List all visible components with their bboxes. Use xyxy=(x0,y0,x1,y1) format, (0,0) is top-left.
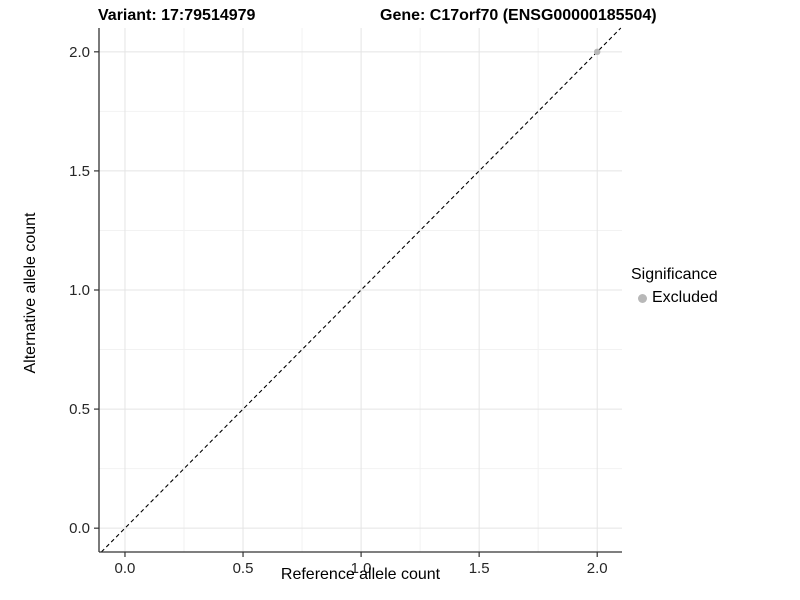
legend-point-icon xyxy=(638,293,647,303)
x-tick-label: 1.0 xyxy=(351,560,372,577)
y-tick-label: 1.0 xyxy=(69,282,90,299)
x-axis-title: Reference allele count xyxy=(280,566,441,583)
identity-reference-line xyxy=(100,27,622,553)
legend: Significance Excluded xyxy=(631,266,718,307)
plot-title-variant: Variant: 17:79514979 xyxy=(98,7,256,24)
y-axis-title: Alternative allele count xyxy=(22,212,39,374)
x-tick-label: 0.0 xyxy=(115,560,136,577)
y-tick-label: 0.5 xyxy=(69,401,90,418)
x-tick-label: 1.5 xyxy=(469,560,490,577)
plot-title-gene: Gene: C17orf70 (ENSG00000185504) xyxy=(380,7,657,24)
x-tick-label: 2.0 xyxy=(587,560,608,577)
legend-title: Significance xyxy=(631,266,718,283)
y-tick-label: 0.0 xyxy=(69,520,90,537)
data-point xyxy=(594,48,601,56)
y-tick-label: 1.5 xyxy=(69,163,90,180)
x-tick-label: 0.5 xyxy=(233,560,254,577)
legend-item-excluded: Excluded xyxy=(638,289,718,307)
y-tick-label: 2.0 xyxy=(69,44,90,61)
legend-item-label: Excluded xyxy=(652,289,718,306)
